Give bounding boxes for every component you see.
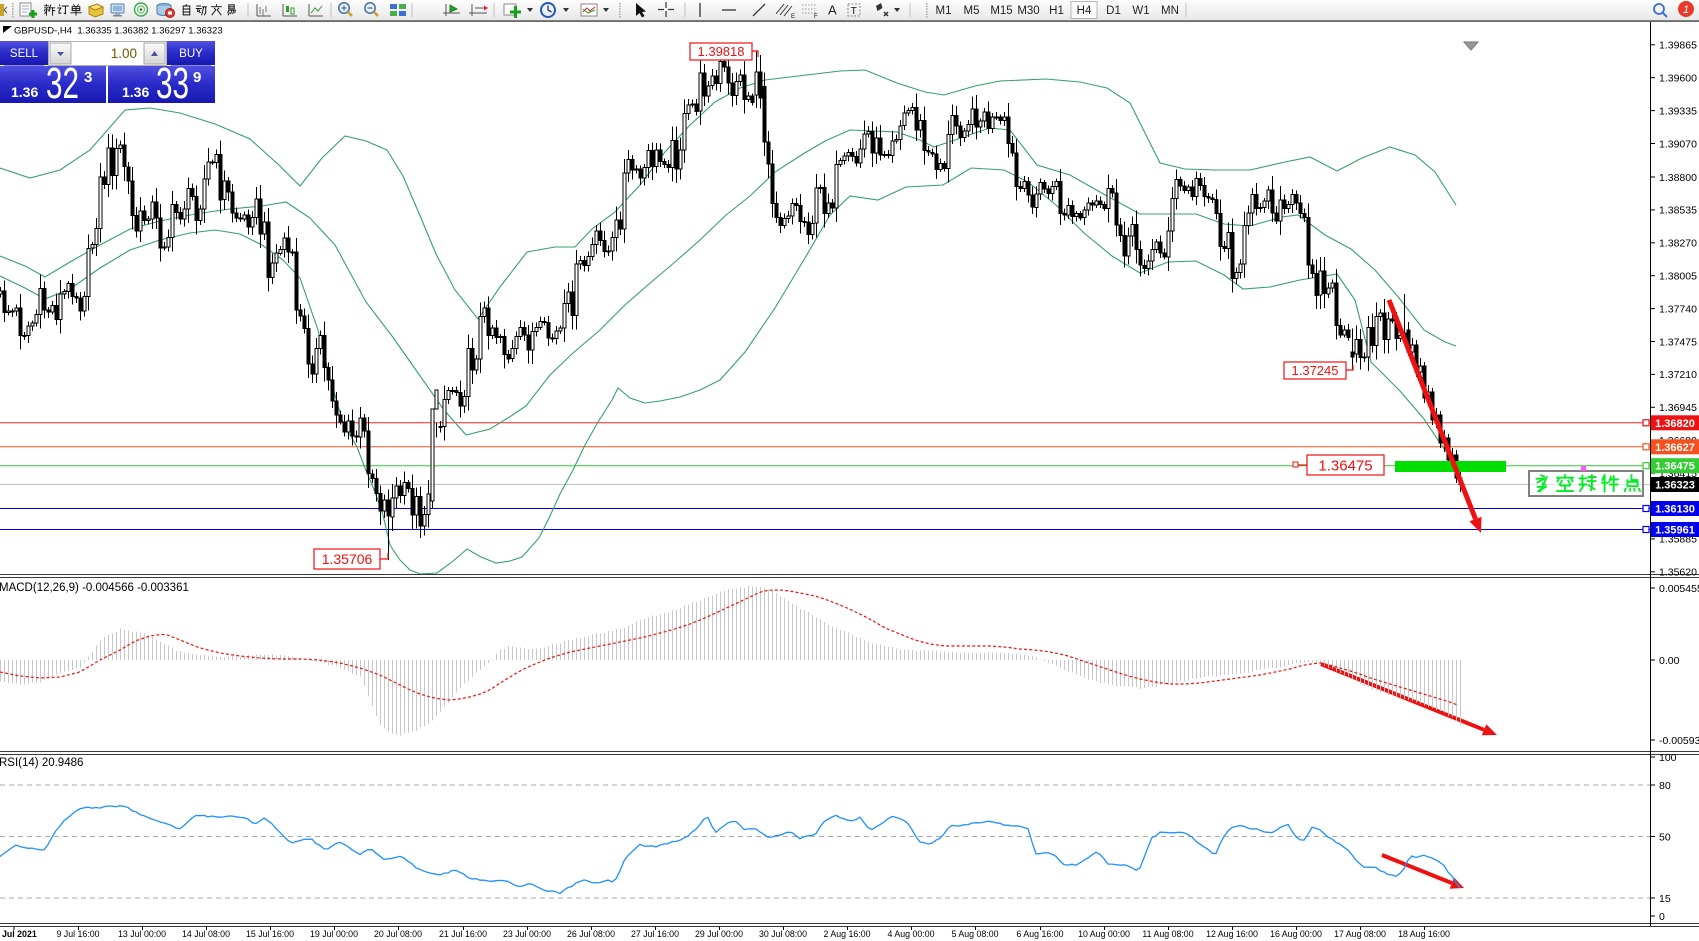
svg-text:H1: H1 [1049, 5, 1064, 17]
svg-text:32: 32 [46, 59, 79, 108]
svg-text:27 Jul 16:00: 27 Jul 16:00 [631, 929, 679, 939]
svg-text:0.005455: 0.005455 [1659, 583, 1699, 595]
svg-text:1.39818: 1.39818 [698, 44, 745, 59]
svg-text:29 Jul 00:00: 29 Jul 00:00 [695, 929, 743, 939]
svg-text:1.35706: 1.35706 [322, 551, 373, 567]
svg-text:RSI(14) 20.9486: RSI(14) 20.9486 [0, 757, 83, 769]
svg-text:1.37210: 1.37210 [1659, 369, 1697, 381]
svg-text:GBPUSD-,H4 1.36335 1.36382 1.: GBPUSD-,H4 1.36335 1.36382 1.36297 1.363… [14, 26, 223, 37]
svg-text:1.36475: 1.36475 [1655, 461, 1695, 473]
svg-text:33: 33 [156, 59, 189, 108]
svg-text:M15: M15 [990, 5, 1012, 17]
svg-text:1.37740: 1.37740 [1659, 303, 1697, 315]
svg-text:MN: MN [1161, 5, 1179, 17]
svg-text:M1: M1 [936, 5, 952, 17]
svg-text:A: A [828, 3, 837, 18]
svg-text:80: 80 [1659, 780, 1671, 792]
svg-text:1.37245: 1.37245 [1292, 363, 1339, 378]
svg-text:23 Jul 00:00: 23 Jul 00:00 [503, 929, 551, 939]
svg-text:1.36945: 1.36945 [1659, 402, 1697, 414]
svg-text:17 Aug 08:00: 17 Aug 08:00 [1334, 929, 1386, 939]
svg-text:15 Jul 16:00: 15 Jul 16:00 [246, 929, 294, 939]
svg-text:1.39600: 1.39600 [1659, 73, 1697, 85]
svg-text:50: 50 [1659, 831, 1671, 843]
svg-text:16 Aug 00:00: 16 Aug 00:00 [1270, 929, 1322, 939]
svg-text:1.36130: 1.36130 [1655, 504, 1695, 516]
svg-text:0.00: 0.00 [1659, 655, 1680, 667]
svg-text:1.00: 1.00 [111, 46, 137, 61]
svg-text:-0.005938: -0.005938 [1659, 735, 1699, 747]
svg-text:1.35961: 1.35961 [1655, 525, 1695, 537]
svg-text:11 Aug 08:00: 11 Aug 08:00 [1142, 929, 1193, 939]
svg-text:20 Jul 08:00: 20 Jul 08:00 [374, 929, 422, 939]
svg-text:13 Jul 00:00: 13 Jul 00:00 [118, 929, 166, 939]
svg-text:30 Jul 08:00: 30 Jul 08:00 [759, 929, 807, 939]
svg-text:6 Aug 16:00: 6 Aug 16:00 [1017, 929, 1064, 939]
svg-text:1.36323: 1.36323 [1655, 480, 1695, 492]
svg-text:E: E [791, 14, 795, 20]
svg-text:10 Aug 00:00: 10 Aug 00:00 [1078, 929, 1130, 939]
svg-text:14 Jul 08:00: 14 Jul 08:00 [182, 929, 230, 939]
svg-text:4 Aug 00:00: 4 Aug 00:00 [888, 929, 935, 939]
svg-text:1.39865: 1.39865 [1659, 40, 1697, 52]
svg-text:100: 100 [1659, 752, 1677, 764]
svg-text:1.36: 1.36 [11, 84, 38, 100]
svg-text:1: 1 [1683, 4, 1689, 16]
svg-text:9 Jul 16:00: 9 Jul 16:00 [56, 929, 99, 939]
svg-text:M5: M5 [964, 5, 980, 17]
svg-text:1.39070: 1.39070 [1659, 138, 1697, 150]
svg-text:12 Aug 16:00: 12 Aug 16:00 [1206, 929, 1258, 939]
svg-text:1.39335: 1.39335 [1659, 105, 1697, 117]
svg-text:1.36627: 1.36627 [1655, 442, 1695, 454]
svg-text:15: 15 [1659, 893, 1671, 905]
svg-text:1.35620: 1.35620 [1659, 567, 1697, 579]
svg-text:1.38535: 1.38535 [1659, 205, 1697, 217]
svg-text:1.38005: 1.38005 [1659, 271, 1697, 283]
svg-text:1.36820: 1.36820 [1655, 418, 1695, 430]
svg-text:3: 3 [84, 69, 92, 86]
svg-text:1.37475: 1.37475 [1659, 336, 1697, 348]
svg-text:W1: W1 [1132, 5, 1149, 17]
svg-text:BUY: BUY [179, 48, 203, 60]
svg-text:1.38270: 1.38270 [1659, 238, 1697, 250]
svg-text:2 Aug 16:00: 2 Aug 16:00 [824, 929, 871, 939]
svg-text:Jul 2021: Jul 2021 [2, 929, 37, 939]
svg-text:MACD(12,26,9) -0.004566 -0.003: MACD(12,26,9) -0.004566 -0.003361 [0, 582, 189, 594]
svg-text:5 Aug 08:00: 5 Aug 08:00 [952, 929, 999, 939]
svg-text:F: F [814, 14, 818, 20]
svg-text:1.36475: 1.36475 [1318, 457, 1372, 474]
svg-text:D1: D1 [1106, 5, 1121, 17]
svg-text:26 Jul 08:00: 26 Jul 08:00 [567, 929, 615, 939]
svg-text:0: 0 [1659, 911, 1665, 923]
svg-text:19 Jul 00:00: 19 Jul 00:00 [310, 929, 358, 939]
svg-text:H4: H4 [1077, 5, 1092, 17]
svg-text:1.38800: 1.38800 [1659, 172, 1697, 184]
svg-text:SELL: SELL [10, 48, 39, 60]
svg-text:18 Aug 16:00: 18 Aug 16:00 [1398, 929, 1450, 939]
svg-text:M30: M30 [1017, 5, 1039, 17]
svg-text:T: T [851, 5, 858, 17]
svg-text:9: 9 [193, 69, 201, 86]
svg-text:1.36: 1.36 [122, 84, 149, 100]
svg-text:21 Jul 16:00: 21 Jul 16:00 [439, 929, 487, 939]
